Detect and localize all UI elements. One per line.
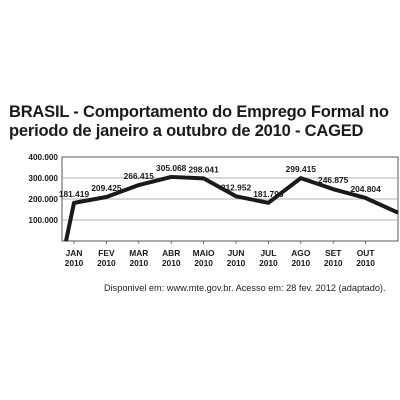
x-tick-label-month: JUN <box>228 248 245 258</box>
x-tick-label-month: OUT <box>357 248 376 258</box>
data-label: 181.796 <box>253 189 284 199</box>
chart-title-line-2: periodo de janeiro a outubro de 2010 - C… <box>9 122 364 140</box>
x-tick-label-year: 2010 <box>291 258 310 268</box>
data-point <box>137 183 141 187</box>
x-tick-label-month: SET <box>325 248 342 258</box>
x-tick-label-month: JUL <box>260 248 276 258</box>
data-point <box>72 201 76 205</box>
x-tick-label-month: MAIO <box>193 248 215 258</box>
data-point <box>169 175 173 179</box>
data-label: 212.952 <box>221 182 252 192</box>
data-point <box>104 195 108 199</box>
x-tick-label-year: 2010 <box>194 258 213 268</box>
y-tick-label: 100.000 <box>28 216 58 225</box>
data-label: 181.419 <box>59 189 90 199</box>
x-tick-label-month: AGO <box>291 248 311 258</box>
data-label: 209.425 <box>91 183 122 193</box>
y-tick-label: 200.000 <box>28 195 58 204</box>
x-tick-label-year: 2010 <box>129 258 148 268</box>
x-tick-label-year: 2010 <box>97 258 116 268</box>
x-tick-label-year: 2010 <box>324 258 343 268</box>
x-tick-label-month: FEV <box>98 248 115 258</box>
x-tick-label-year: 2010 <box>227 258 246 268</box>
x-tick-label-year: 2010 <box>162 258 181 268</box>
x-tick-label-month: ABR <box>162 248 180 258</box>
data-point <box>299 176 303 180</box>
chart-title-line-1: BRASIL - Comportamento do Emprego Formal… <box>9 103 389 121</box>
data-point <box>266 201 270 205</box>
chart-title: BRASIL - Comportamento do Emprego Formal… <box>9 103 399 141</box>
data-label: 266.415 <box>124 171 155 181</box>
x-tick-label-year: 2010 <box>65 258 84 268</box>
y-tick-label: 400.000 <box>28 153 58 162</box>
data-point <box>364 196 368 200</box>
y-tick-label: 300.000 <box>28 174 58 183</box>
data-label: 305.068 <box>156 163 187 173</box>
data-label: 246.875 <box>318 175 349 185</box>
x-tick-label-year: 2010 <box>259 258 278 268</box>
data-point <box>234 194 238 198</box>
x-tick-label-month: MAR <box>129 248 148 258</box>
data-label: 204.804 <box>350 184 381 194</box>
data-label: 298.041 <box>188 164 219 174</box>
data-point <box>202 176 206 181</box>
series-line <box>64 174 399 242</box>
data-label: 299.415 <box>286 164 317 174</box>
x-tick-label-month: JAN <box>66 248 83 258</box>
data-point <box>331 187 335 191</box>
source-note: Disponivel em: www.mte.gov.br. Acesso em… <box>104 283 386 293</box>
x-tick-label-year: 2010 <box>356 258 375 268</box>
